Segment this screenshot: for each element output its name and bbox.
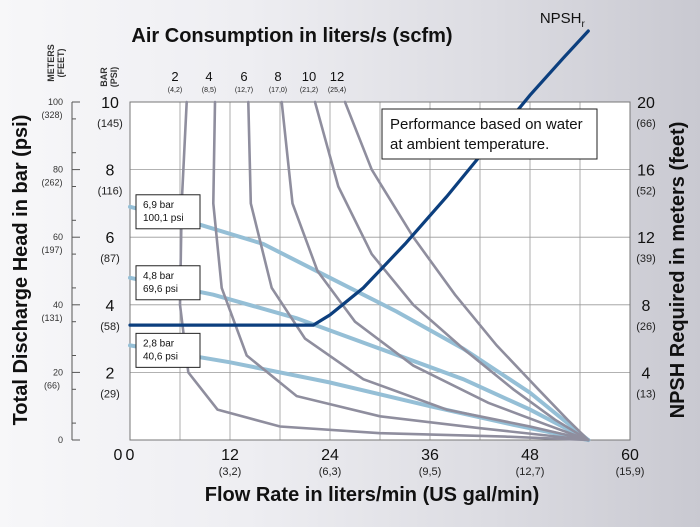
bar-tick-sublabel: (145) [97, 118, 123, 130]
x-axis-label: Flow Rate in liters/min (US gal/min) [205, 484, 539, 506]
x-tick-sublabel: (12,7) [516, 466, 545, 478]
meters-tick-sublabel: (262) [41, 178, 62, 188]
air-curve-label: 2 [171, 69, 178, 84]
x-tick-sublabel: (9,5) [419, 466, 442, 478]
meters-axis-header-unit: (FEET) [56, 49, 66, 78]
npsh-tick-label: 4 [642, 365, 651, 382]
air-curve-sublabel: (21,2) [300, 87, 318, 94]
meters-tick-sublabel: (328) [41, 110, 62, 120]
air-consumption-curve [343, 100, 590, 442]
pressure-label-bar: 6,9 bar [143, 200, 175, 211]
npsh-label: NPSHr [540, 10, 586, 30]
origin-label: 0 [114, 447, 123, 464]
bar-tick-sublabel: (116) [98, 186, 123, 198]
npsh-tick-label: 16 [637, 163, 655, 180]
npsh-tick-sublabel: (52) [636, 186, 656, 198]
air-curve-label: 8 [274, 69, 281, 84]
x-tick-sublabel: (15,9) [616, 466, 645, 478]
air-curve-sublabel: (12,7) [235, 87, 253, 94]
x-tick-label: 36 [421, 447, 439, 464]
bar-tick-sublabel: (58) [100, 321, 120, 333]
meters-tick-sublabel: (131) [41, 313, 62, 323]
pressure-label-bar: 4,8 bar [143, 271, 175, 282]
note-line-1: Performance based on water [390, 116, 583, 133]
air-curve-label: 10 [302, 69, 316, 84]
npsh-tick-sublabel: (39) [636, 253, 656, 265]
pressure-label-bar: 2,8 bar [143, 338, 175, 349]
bar-tick-label: 4 [106, 298, 115, 315]
bar-tick-label: 6 [106, 230, 115, 247]
npsh-curve [128, 29, 590, 327]
air-consumption-curve [178, 100, 590, 442]
meters-tick-label: 20 [53, 367, 63, 377]
meters-tick-label: 100 [48, 97, 63, 107]
air-curve-sublabel: (25,4) [328, 87, 346, 94]
bar-tick-label: 8 [106, 163, 115, 180]
npsh-tick-label: 8 [642, 298, 651, 315]
pressure-label-psi: 69,6 psi [143, 284, 178, 295]
x-tick-label: 12 [221, 447, 239, 464]
x-tick-label: 0 [126, 447, 135, 464]
x-tick-label: 24 [321, 447, 339, 464]
note-line-2: at ambient temperature. [390, 136, 549, 153]
air-curve-label: 12 [330, 69, 344, 84]
plot-frame [129, 101, 631, 441]
x-tick-sublabel: (3,2) [219, 466, 242, 478]
meters-tick-sublabel: (197) [41, 245, 62, 255]
air-curve-sublabel: (8,5) [202, 87, 216, 94]
bar-tick-sublabel: (87) [100, 253, 120, 265]
npsh-tick-sublabel: (66) [636, 118, 656, 130]
air-curve-label: 4 [205, 69, 212, 84]
air-consumption-curve [211, 100, 590, 442]
meters-tick-sublabel: (66) [44, 380, 60, 390]
bar-axis-header: BAR [99, 67, 109, 87]
npsh-tick-sublabel: (26) [636, 321, 656, 333]
npsh-label-subscript: r [582, 19, 586, 30]
pressure-curve [128, 275, 591, 442]
npsh-tick-label: 20 [637, 95, 655, 112]
meters-tick-label: 80 [53, 165, 63, 175]
air-curve-sublabel: (17,0) [269, 87, 287, 94]
bar-tick-label: 10 [101, 95, 119, 112]
note-box [381, 108, 598, 160]
bar-tick-label: 2 [106, 365, 115, 382]
bar-tick-sublabel: (29) [100, 388, 120, 400]
pressure-label-box [135, 194, 201, 230]
meters-tick-label: 0 [58, 435, 63, 445]
y-axis-label-right: NPSH Required in meters (feet) [667, 122, 689, 419]
pressure-label-psi: 100,1 psi [143, 213, 184, 224]
air-curve-label: 6 [240, 69, 247, 84]
x-tick-label: 60 [621, 447, 639, 464]
meters-axis-header: METERS [46, 44, 56, 82]
air-curve-sublabel: (4,2) [168, 87, 182, 94]
bar-axis-header-unit: (PSI) [109, 67, 119, 88]
meters-tick-label: 60 [53, 232, 63, 242]
air-consumption-curve [247, 100, 590, 442]
pressure-label-box [135, 265, 201, 301]
npsh-tick-sublabel: (13) [636, 388, 656, 400]
npsh-tick-label: 12 [637, 230, 655, 247]
air-consumption-curve [313, 100, 590, 442]
x-tick-sublabel: (6,3) [319, 466, 342, 478]
air-consumption-curve [280, 100, 590, 442]
pressure-curve [128, 343, 591, 442]
y-axis-label-left: Total Discharge Head in bar (psi) [10, 115, 32, 426]
x-tick-label: 48 [521, 447, 539, 464]
pressure-label-box [135, 332, 201, 368]
chart-title: Air Consumption in liters/s (scfm) [131, 25, 452, 47]
pressure-label-psi: 40,6 psi [143, 351, 178, 362]
pressure-curve [128, 204, 591, 442]
meters-tick-label: 40 [53, 300, 63, 310]
